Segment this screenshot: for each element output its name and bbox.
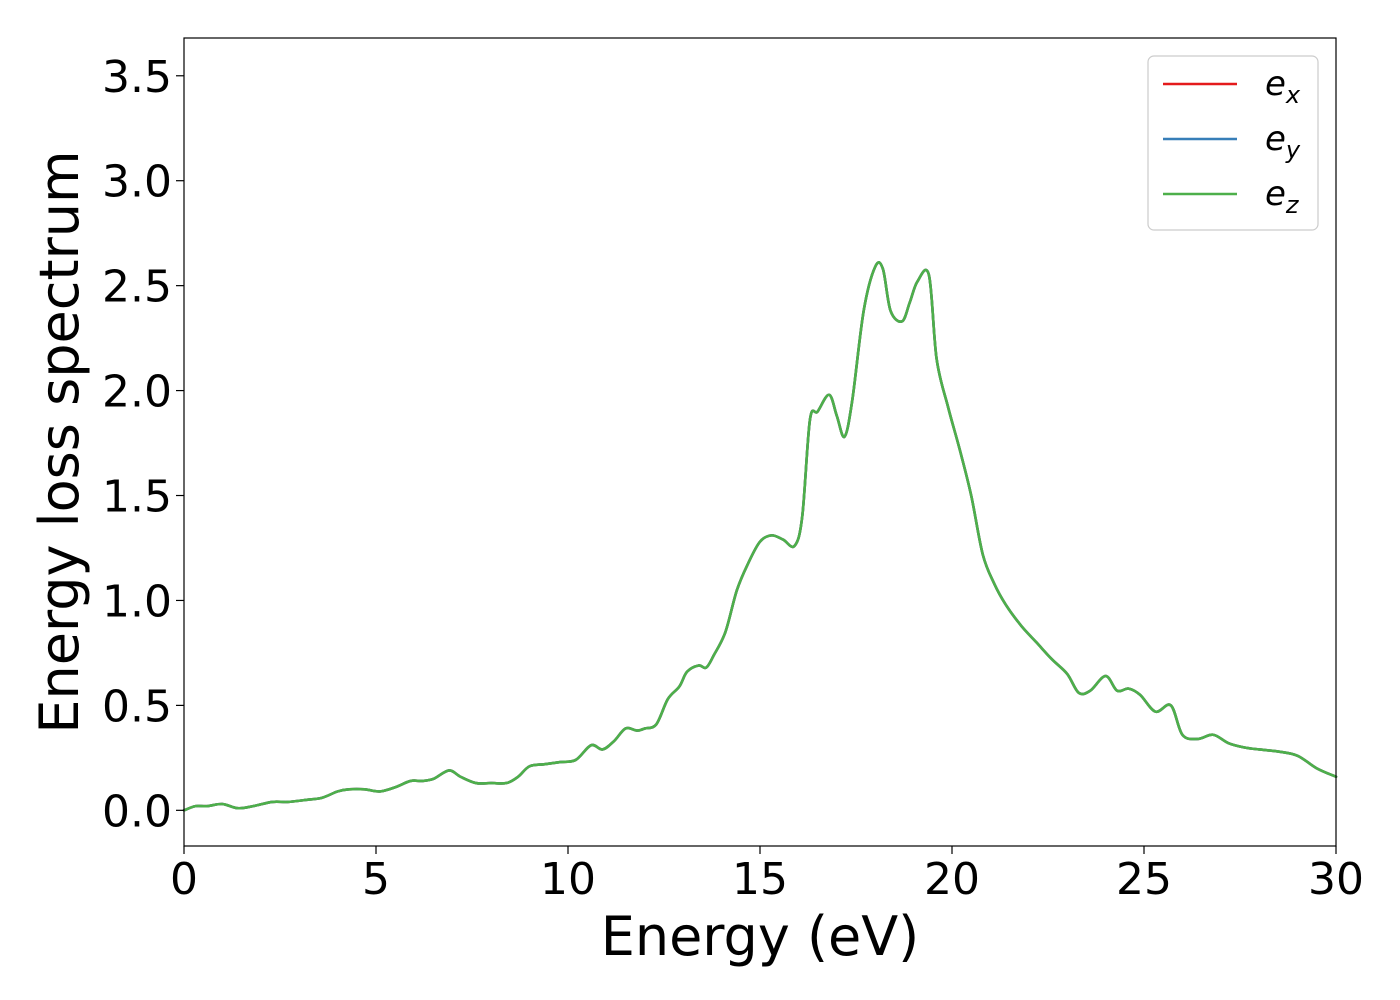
plot-background xyxy=(184,38,1336,846)
x-tick-label: 20 xyxy=(924,854,980,905)
y-tick-label: 0.0 xyxy=(102,786,172,837)
x-tick-label: 0 xyxy=(170,854,198,905)
y-tick-label: 3.5 xyxy=(102,52,172,103)
x-axis-label: Energy (eV) xyxy=(601,905,920,968)
x-tick-label: 10 xyxy=(540,854,596,905)
x-axis-ticks: 0 5 10 15 20 25 30 xyxy=(170,846,1364,905)
y-tick-label: 1.0 xyxy=(102,576,172,627)
y-tick-label: 0.5 xyxy=(102,681,172,732)
y-tick-label: 2.5 xyxy=(102,262,172,313)
y-tick-label: 1.5 xyxy=(102,472,172,523)
legend-label-e-y: ey xyxy=(1265,119,1301,164)
legend-box xyxy=(1147,55,1319,231)
y-tick-label: 3.0 xyxy=(102,157,172,208)
y-tick-label: 2.0 xyxy=(102,367,172,418)
y-axis-ticks: 0.0 0.5 1.0 1.5 2.0 2.5 3.0 3.5 xyxy=(102,52,184,837)
x-tick-label: 15 xyxy=(732,854,788,905)
series-line-e-z xyxy=(182,261,1338,812)
series-layer xyxy=(182,261,1338,812)
x-tick-label: 5 xyxy=(362,854,390,905)
y-axis-label: Energy loss spectrum xyxy=(28,150,91,733)
legend-label-e-x: ex xyxy=(1265,64,1301,109)
x-tick-label: 30 xyxy=(1308,854,1364,905)
legend: ex ey ez xyxy=(1147,55,1319,231)
legend-label-e-z: ez xyxy=(1265,174,1300,219)
x-tick-label: 25 xyxy=(1116,854,1172,905)
